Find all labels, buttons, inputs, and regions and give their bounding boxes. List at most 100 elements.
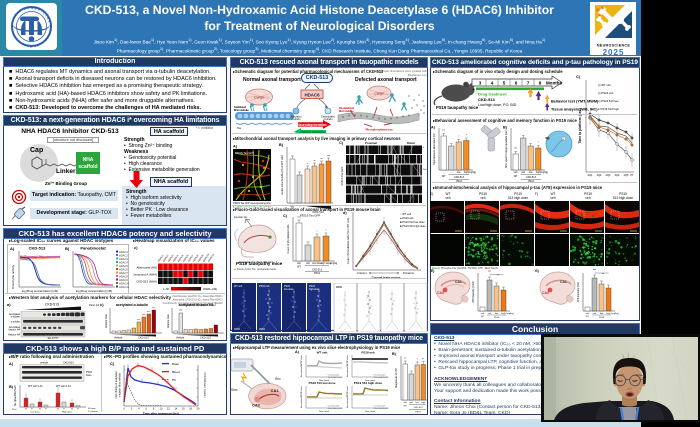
svg-text:WT: WT (403, 406, 407, 408)
svg-text:AT8 intensity (DG): AT8 intensity (DG) (577, 282, 580, 303)
svg-text:AQ5: AQ5 (624, 174, 629, 177)
svg-text:PS19: PS19 (86, 371, 93, 374)
svg-text:─ Control path: ─ Control path (371, 374, 386, 377)
svg-text:P301S Tau GFP: P301S Tau GFP (340, 166, 344, 185)
svg-text:WT: WT (514, 175, 518, 178)
svg-text:Compound A; Competitor compoun: Compound A; Competitor compound, HA base… (163, 302, 224, 305)
svg-text:Vehicle: Vehicle (114, 336, 123, 340)
svg-text:HDAC7: HDAC7 (119, 271, 128, 275)
svg-text:CA3: CA3 (252, 402, 261, 407)
svg-text:─ Stimulated path: ─ Stimulated path (325, 376, 343, 379)
svg-text:Rec: Rec (275, 377, 281, 381)
svg-text:WT veh 0.41: WT veh 0.41 (28, 384, 43, 388)
svg-text:PS19 513 high dose: PS19 513 high dose (354, 381, 383, 385)
svg-text:HDAC3: HDAC3 (167, 254, 174, 263)
svg-text:16: 16 (182, 408, 185, 411)
svg-text:HDAC1: HDAC1 (119, 250, 128, 254)
svg-text:low: low (495, 313, 499, 315)
svg-text:Brain: Brain (172, 362, 179, 366)
svg-text:log [Drug concentration] (nM): log [Drug concentration] (nM) (76, 289, 112, 293)
svg-text:a: a (39, 42, 42, 46)
svg-text:Deacetylated: Deacetylated (321, 116, 335, 119)
svg-text:acetylated α-tubulin: acetylated α-tubulin (116, 303, 148, 307)
svg-text:─ Control path: ─ Control path (325, 405, 340, 408)
svg-text:(mg/kg): (mg/kg) (611, 313, 619, 315)
svg-text:HDAC6 inhibition: HDAC6 inhibition (301, 130, 326, 133)
svg-text:Fold change of acetylated: Fold change of acetylated (115, 371, 118, 399)
svg-text:◎ PS19 veh: ◎ PS19 veh (598, 91, 614, 95)
svg-text:B): B) (503, 126, 508, 130)
svg-text:HDAC9: HDAC9 (119, 278, 128, 282)
svg-text:motile mitochondria (% of WT v: motile mitochondria (% of WT veh) (280, 155, 284, 195)
svg-text:Normalized fEPSP slope: Normalized fEPSP slope (347, 354, 349, 377)
svg-text:Magnitude of LTP: Magnitude of LTP (394, 368, 398, 389)
svg-text:Time (min): Time (min) (365, 411, 376, 412)
svg-text:Alternostat (HA): Alternostat (HA) (136, 266, 157, 270)
svg-text:Normalized fEPSP slope: Normalized fEPSP slope (301, 385, 303, 408)
svg-text:CA1: CA1 (271, 388, 280, 393)
svg-text:T: T (17, 10, 21, 14)
svg-text:acetylated histone H4: acetylated histone H4 (179, 303, 214, 307)
svg-text:*: * (466, 133, 467, 137)
svg-text:Microtubule: Microtubule (234, 108, 249, 112)
svg-text:Stabilized: Stabilized (234, 105, 247, 109)
svg-text:T: T (20, 8, 23, 12)
svg-text:a): a) (7, 302, 11, 307)
svg-text:-: - (443, 171, 444, 174)
svg-text:PS19: PS19 (479, 192, 487, 196)
svg-text:CKD-513 conc. (ng/mL): CKD-513 conc. (ng/mL) (203, 372, 206, 397)
svg-text:***: *** (137, 318, 141, 322)
svg-text:Vehicle: Vehicle (176, 336, 185, 340)
svg-text:PS19: PS19 (284, 285, 291, 288)
svg-text:Spontaneous alternation (%): Spontaneous alternation (%) (433, 133, 436, 165)
svg-text:relative ratio: relative ratio (166, 313, 170, 328)
svg-text:◎ WT veh: ◎ WT veh (598, 83, 611, 87)
svg-text:low: low (600, 313, 604, 315)
svg-text:PK: PK (172, 378, 176, 382)
svg-text:─ Stimulated path: ─ Stimulated path (371, 376, 389, 379)
svg-text:Normalized fEPSP slope: Normalized fEPSP slope (301, 354, 303, 377)
svg-text:Compound A (NHA): Compound A (NHA) (133, 273, 157, 277)
svg-text:● PS19 veh: ● PS19 veh (400, 216, 414, 220)
svg-text:HDAC9: HDAC9 (197, 254, 204, 263)
svg-text:Panobinostat: Panobinostat (80, 246, 106, 251)
svg-text:● PS19 513 high: ● PS19 513 high (598, 107, 619, 111)
svg-text:P301S Tau GFP: P301S Tau GFP (300, 214, 320, 218)
svg-text:Neurodegeneration: Neurodegeneration (297, 123, 326, 127)
svg-text:Count of FG labeled cells: Count of FG labeled cells (286, 224, 290, 254)
svg-text:A): A) (233, 145, 238, 149)
svg-text:K: K (34, 44, 37, 48)
svg-text:HDAC11: HDAC11 (207, 253, 215, 263)
svg-text:WT veh 0.44: WT veh 0.44 (56, 384, 71, 388)
svg-text:CKD-513: CKD-513 (312, 269, 323, 272)
svg-text:CKD-513: CKD-513 (526, 176, 537, 179)
svg-text:vehicle: vehicle (40, 361, 49, 365)
svg-text:veh: veh (514, 171, 519, 174)
svg-text:low dose: low dose (312, 262, 322, 265)
svg-text:α-tubulin: α-tubulin (324, 118, 334, 121)
svg-text:HDAC2: HDAC2 (162, 254, 169, 263)
svg-text:HDAC2: HDAC2 (119, 254, 128, 258)
svg-text:veh: veh (481, 313, 485, 315)
svg-text:***: *** (514, 147, 517, 151)
svg-text:P: P (31, 409, 33, 411)
svg-text:PS19: PS19 (599, 317, 605, 319)
svg-text:Normalized fEPSP slope: Normalized fEPSP slope (347, 385, 349, 408)
svg-text:B: B (25, 409, 27, 411)
svg-text:PS19 513 low dose: PS19 513 low dose (309, 381, 336, 385)
svg-text:8: 8 (539, 81, 542, 86)
svg-text:Time (min): Time (min) (365, 380, 376, 382)
svg-text:Cap: Cap (30, 147, 43, 154)
svg-text:Cargo: Cargo (254, 96, 264, 100)
svg-text:PS19: PS19 (415, 412, 421, 414)
svg-text:h: h (21, 42, 25, 46)
svg-text:PS19 veh: PS19 veh (361, 351, 375, 355)
svg-text:brain: brain (86, 374, 92, 377)
svg-text:CKD-513: CKD-513 (478, 97, 495, 102)
svg-text:PS19: PS19 (619, 192, 627, 196)
svg-text:Time (min): Time (min) (319, 380, 330, 382)
svg-text:low dose: low dose (284, 288, 294, 291)
svg-text:high: high (606, 313, 611, 315)
svg-text:PS19: PS19 (514, 192, 522, 196)
svg-text:α-tubulin: α-tubulin (11, 316, 21, 319)
